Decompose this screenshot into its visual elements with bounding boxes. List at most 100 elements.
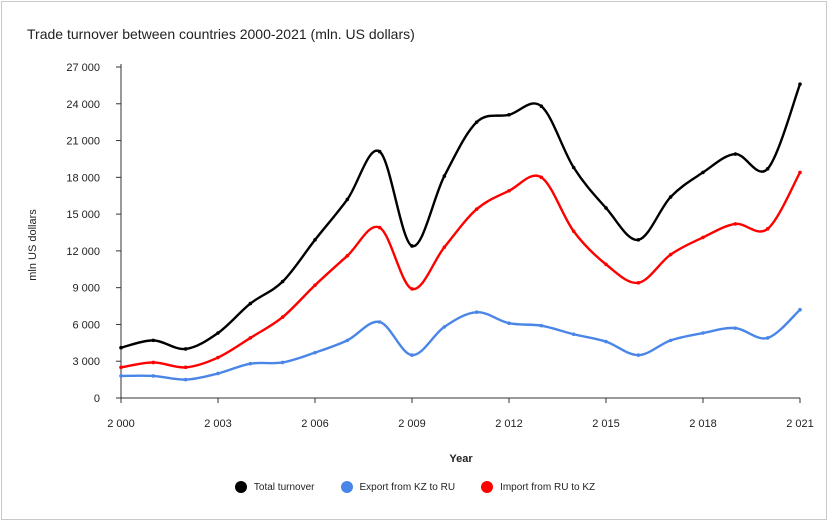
data-point	[668, 252, 673, 257]
y-tick-label: 9 000	[72, 283, 100, 295]
x-tick-label: 2 000	[107, 418, 135, 430]
data-point	[248, 336, 253, 340]
data-point	[183, 377, 188, 382]
data-point	[733, 326, 738, 330]
data-point	[701, 331, 705, 335]
data-point	[151, 374, 156, 378]
x-tick-label: 2 015	[592, 418, 620, 430]
data-point	[345, 338, 350, 343]
y-axis: 0 3 000 6 000 9 000 12 000 15 000 18 000 21 000…	[66, 62, 122, 405]
data-point	[442, 174, 447, 178]
x-tick-label: 2 018	[689, 418, 717, 430]
data-point	[765, 227, 770, 231]
data-point	[410, 287, 414, 291]
data-point	[604, 206, 608, 210]
data-point	[183, 347, 188, 351]
data-point	[507, 189, 511, 193]
data-point	[474, 120, 479, 124]
data-point	[119, 365, 123, 370]
x-tick-label: 2 006	[301, 418, 329, 430]
data-point	[571, 165, 576, 170]
y-tick-label: 3 000	[72, 356, 100, 368]
data-point	[701, 235, 705, 240]
data-point	[539, 323, 544, 328]
data-point	[636, 238, 641, 242]
data-point	[313, 238, 317, 242]
data-point	[507, 321, 511, 326]
data-point	[571, 229, 576, 234]
data-point	[216, 355, 220, 360]
y-tick-label: 12 000	[66, 246, 100, 258]
data-point	[798, 170, 802, 175]
data-point	[410, 353, 414, 357]
data-point	[668, 338, 673, 343]
data-point	[151, 360, 156, 365]
data-point	[604, 262, 608, 267]
x-tick-label: 2 003	[204, 418, 232, 430]
legend-marker	[481, 481, 494, 493]
data-point	[151, 338, 156, 343]
y-axis-label: mln US dollars	[27, 209, 39, 281]
y-tick-label: 6 000	[72, 319, 100, 331]
y-tick-label: 18 000	[66, 172, 100, 184]
data-point	[701, 170, 705, 175]
data-point	[765, 336, 770, 340]
series-line-total-turnover	[119, 82, 802, 351]
data-point	[636, 280, 641, 285]
data-point	[668, 195, 673, 199]
data-point	[183, 365, 188, 370]
y-tick-label: 24 000	[66, 99, 100, 111]
data-point	[410, 244, 414, 248]
legend-item-export-from-kz-to-ru[interactable]: Export from KZ to RU	[340, 481, 456, 493]
data-point	[313, 350, 317, 355]
data-point	[733, 152, 738, 156]
legend-label: Import from RU to KZ	[500, 481, 596, 493]
data-point	[119, 374, 123, 378]
data-point	[604, 339, 608, 344]
series-layer	[119, 82, 802, 382]
x-axis-label: Year	[449, 453, 473, 465]
data-point	[377, 149, 382, 154]
y-tick-label: 27 000	[66, 62, 100, 74]
data-point	[733, 222, 738, 226]
data-point	[377, 320, 382, 324]
series-line-export-from-kz-to-ru	[119, 308, 802, 381]
data-point	[216, 371, 220, 376]
legend-item-import-from-ru-to-kz[interactable]: Import from RU to KZ	[481, 481, 595, 493]
data-point	[798, 82, 802, 86]
series-export-from-kz-to-ru	[119, 307, 802, 382]
x-tick-label: 2 012	[495, 418, 523, 430]
legend-item-total-turnover[interactable]: Total turnover	[234, 481, 315, 493]
series-import-from-ru-to-kz	[119, 170, 802, 370]
data-point	[571, 332, 576, 337]
data-point	[280, 360, 285, 365]
data-point	[280, 315, 285, 319]
chart-title: Trade turnover between countries 2000-20…	[27, 26, 415, 42]
data-point	[442, 325, 447, 329]
data-point	[313, 283, 317, 288]
data-point	[765, 166, 770, 171]
chart-legend: Total turnover Export from KZ to RU Import…	[0, 481, 830, 493]
data-point	[248, 301, 253, 306]
data-point	[539, 175, 544, 180]
data-point	[280, 279, 285, 284]
x-tick-label: 2 009	[398, 418, 426, 430]
legend-label: Total turnover	[253, 481, 315, 493]
x-tick-label: 2 021	[786, 418, 814, 430]
y-tick-label: 0	[94, 393, 100, 405]
y-tick-label: 21 000	[66, 136, 100, 148]
x-axis: 2 000 2 003 2 006 2 009 2 012 2 015 2 018 2 021	[107, 397, 814, 430]
legend-label: Export from KZ to RU	[359, 481, 456, 493]
data-point	[474, 207, 479, 212]
data-point	[798, 307, 802, 312]
data-point	[248, 361, 253, 366]
data-point	[377, 225, 382, 230]
data-point	[539, 104, 544, 109]
data-point	[345, 197, 350, 202]
data-point	[474, 310, 479, 314]
data-point	[442, 245, 447, 250]
data-point	[216, 331, 220, 335]
legend-marker	[340, 481, 353, 493]
